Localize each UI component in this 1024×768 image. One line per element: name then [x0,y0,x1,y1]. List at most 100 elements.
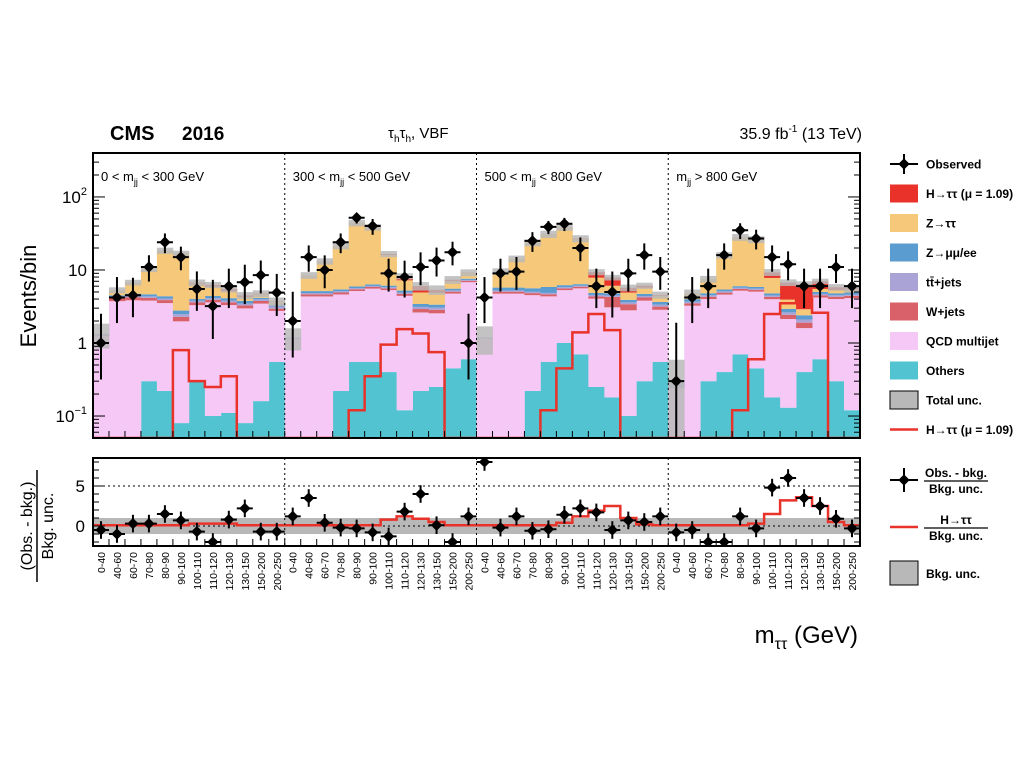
bar-wjets [172,316,190,322]
bar-qcd [492,293,509,438]
bar-qcd [556,290,573,343]
bin-label: 0-40 [671,552,683,573]
region-label-post: < 800 GeV [536,169,602,184]
observed-point [319,264,331,276]
total-unc-band [764,269,781,276]
ratio-point [287,510,299,523]
ratio-point [782,472,794,484]
bar-zll [412,304,429,307]
observed-point [846,280,858,292]
bin-label: 200-250 [272,552,284,591]
total-unc-band [300,272,318,279]
total-unc-band [460,269,477,277]
bar-others [636,381,653,438]
ratio-point [718,536,730,546]
bar-ztt [364,227,382,285]
observed-point [558,218,571,230]
bar-ttjets [172,314,190,317]
ratio-point [382,530,395,543]
channel-label: τhτh, VBF [388,125,449,145]
total-unc-band [412,282,429,291]
bar-ztt [636,287,653,294]
bar-wjets [508,291,525,294]
observed-point [574,242,587,254]
observed-point [350,212,363,224]
observed-point [207,300,219,312]
bar-others [556,343,573,438]
x-axis-title: mττ (GeV) [755,622,858,653]
observed-point [526,235,539,247]
observed-point [622,267,634,279]
ratio-point [446,536,459,546]
bar-ttjets [444,290,461,292]
region-label-post: < 500 GeV [344,169,410,184]
bar-zll [364,284,382,286]
ratio-point [462,510,475,523]
bar-ttjets [636,296,653,298]
bar-ttjets [732,287,749,289]
bin-label: 80-90 [735,552,747,579]
x-axis-unit: (GeV) [787,622,858,649]
bar-others [380,372,398,438]
bar-qcd [188,305,206,382]
ratio-point [670,526,682,539]
observed-point [766,251,778,263]
y-tick-label: 10 [68,261,87,280]
ratio-point [606,524,618,536]
bar-zll [572,284,589,286]
bar-ztt [140,269,158,295]
observed-point [335,236,347,248]
observed-point [670,375,682,387]
bar-others [220,412,238,438]
bar-qcd [540,296,557,362]
bar-zll [780,308,797,313]
ratio-point [398,505,411,518]
bar-zll [652,301,669,305]
bin-label: 120-130 [224,552,236,591]
legend-swatch [890,243,918,262]
bar-zll [716,289,733,292]
bar-qcd [748,291,765,369]
region-label-pre: m [676,169,687,184]
bar-wjets [364,286,382,289]
bar-zll [828,293,845,296]
bar-ztt [332,245,350,290]
bar-qcd [156,303,174,392]
bar-qcd [716,294,733,373]
legend-ratio-marker-point [898,474,910,486]
bar-wjets [252,301,270,304]
ratio-point [303,492,315,504]
bar-others [700,381,717,438]
bar-ttjets [316,292,334,295]
bar-ztt [828,290,845,294]
observed-point [303,251,315,263]
bar-ttjets [412,306,429,310]
y-tick-exp: 2 [81,186,87,198]
legend-ratio-swatch [889,560,919,586]
x-axis-sub: ττ [775,636,788,653]
observed-point [718,249,730,261]
observed-point [798,280,810,292]
bar-qcd [844,298,860,411]
x-axis-main: m [755,622,775,649]
ratio-point [271,525,283,538]
bar-ztt [556,227,573,286]
observed-point [143,261,155,273]
bar-others [236,423,254,438]
y-tick-base: 10 [62,188,81,207]
bin-label: 60-70 [320,552,332,579]
bar-ttjets [364,285,382,287]
bar-qcd [172,321,190,424]
bar-qcd [444,293,461,369]
bin-label: 120-130 [799,552,811,591]
observed-point [255,269,267,281]
bin-label: 80-90 [352,552,364,579]
ratio-point [558,509,571,521]
bin-label: 130-150 [815,552,827,591]
bar-ttjets [508,290,525,292]
observed-point [223,280,235,292]
bar-ttjets [780,312,797,315]
bar-qcd [636,300,653,382]
observed-point [398,271,411,283]
bar-others [348,361,366,438]
